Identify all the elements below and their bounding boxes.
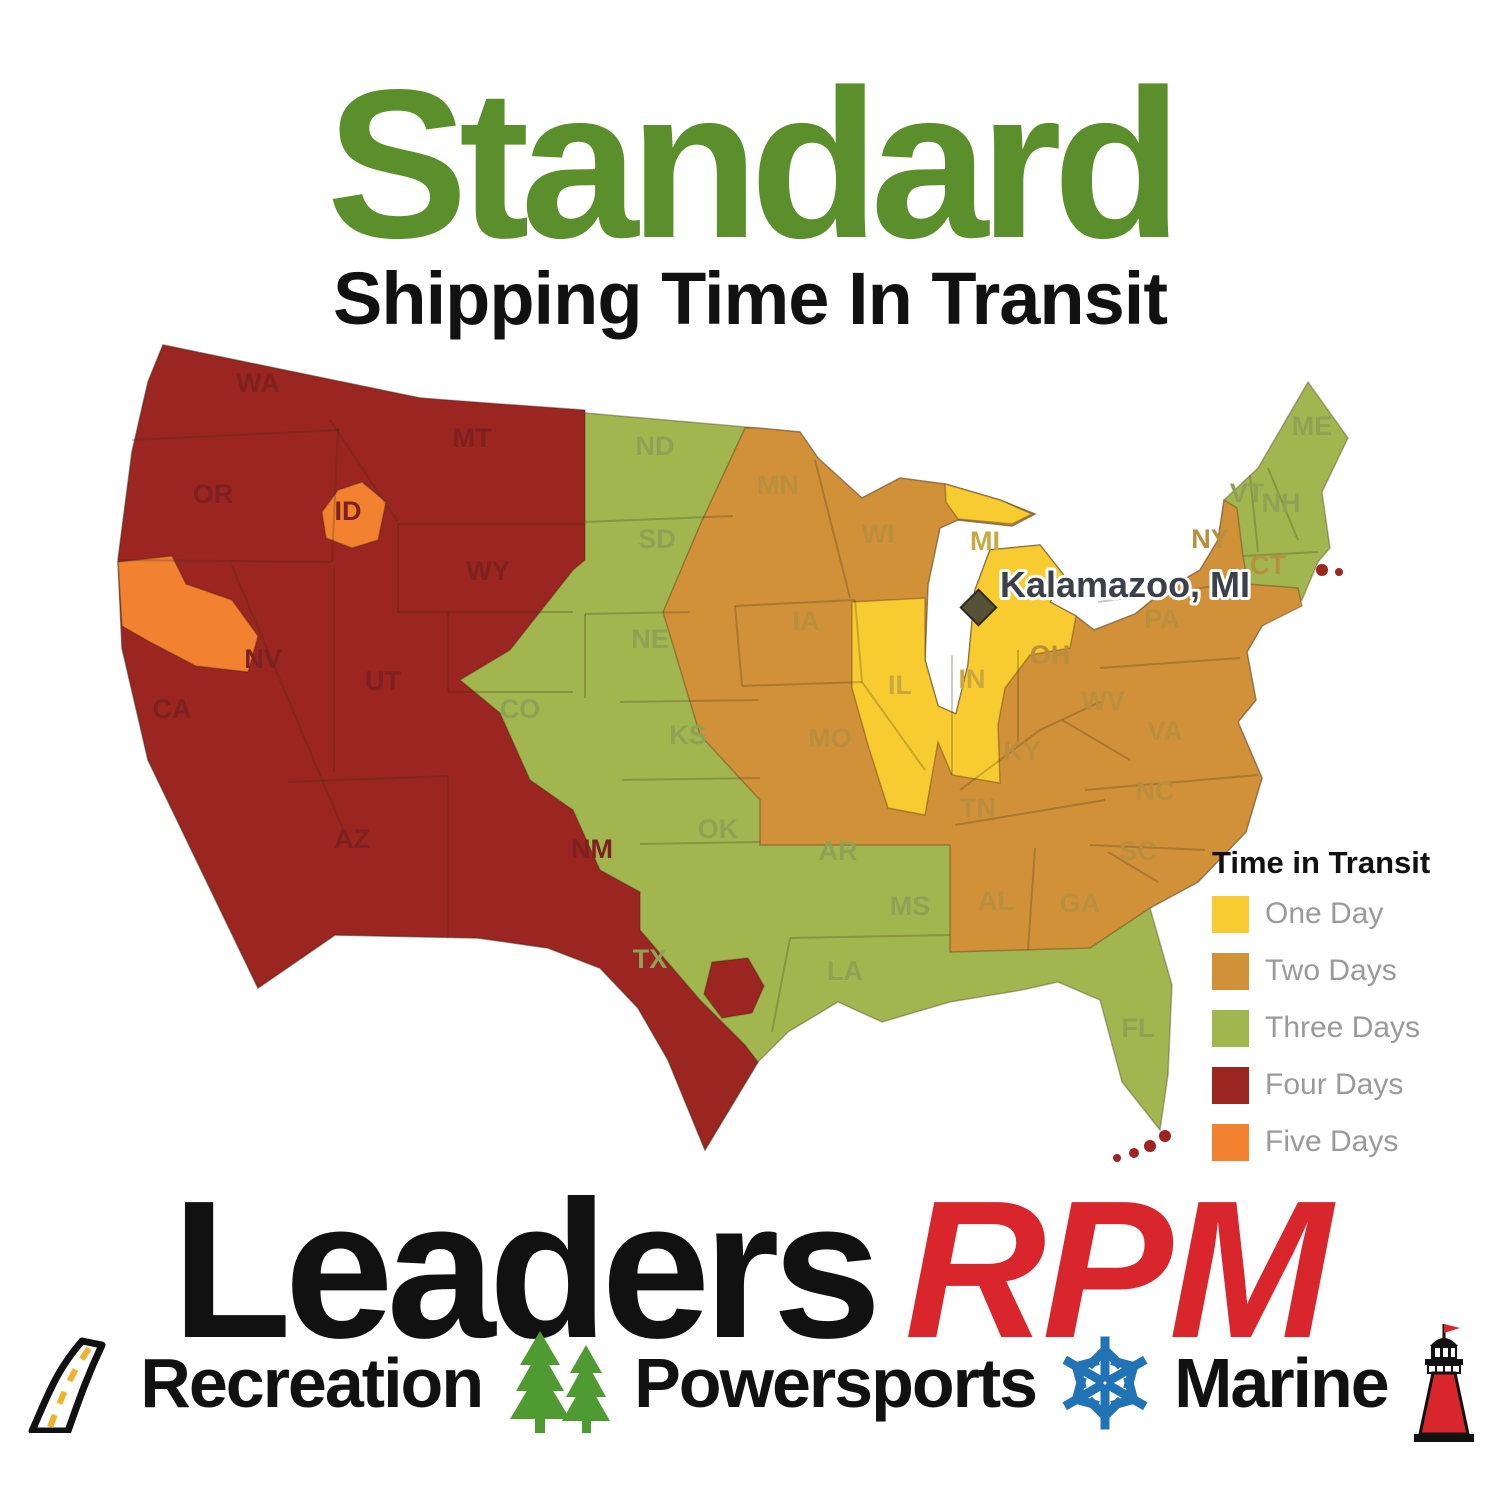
state-label-ID: ID <box>335 496 362 526</box>
legend-label: Five Days <box>1265 1125 1399 1158</box>
state-labels: WA MT OR ID WY NV UT CA AZ NM TX ND SD NE KS OK AR LA MS CO… <box>153 368 1333 1043</box>
state-label-ME: ME <box>1292 411 1333 441</box>
state-label-WI: WI <box>862 519 895 549</box>
zone-one-day <box>851 544 1077 816</box>
snowflake-icon <box>1062 1336 1148 1430</box>
state-label-WV: WV <box>1081 686 1125 716</box>
brand-tagline: Recreation Powersports Marine <box>0 1322 1500 1444</box>
state-label-AR: AR <box>819 836 858 866</box>
page-title: Standard <box>326 45 1183 282</box>
legend-item: One Day <box>1212 895 1482 933</box>
legend-item: Three Days <box>1212 1009 1482 1047</box>
state-label-TN: TN <box>960 793 996 823</box>
brand-name-secondary: RPM <box>904 1160 1333 1379</box>
state-label-NM: NM <box>571 834 613 864</box>
brand-name-primary: Leaders <box>171 1160 882 1379</box>
zone-four-days-houston <box>703 957 765 1019</box>
state-label-FL: FL <box>1122 1013 1155 1043</box>
legend-swatch-one_day <box>1212 895 1249 933</box>
state-label-MN: MN <box>757 470 799 500</box>
legend-item: Five Days <box>1212 1123 1482 1161</box>
legend-label: One Day <box>1265 897 1384 930</box>
zone-one-day-up <box>944 482 1034 525</box>
state-label-IA: IA <box>793 606 820 636</box>
legend-swatch-four_days <box>1212 1066 1249 1104</box>
zone-four-days <box>117 344 759 1152</box>
state-label-PA: PA <box>1144 604 1180 634</box>
zone-four-days-islands <box>1316 564 1343 576</box>
state-label-SD: SD <box>638 524 676 554</box>
state-label-GA: GA <box>1060 888 1101 918</box>
state-label-MO: MO <box>808 723 852 753</box>
state-label-NE: NE <box>631 624 669 654</box>
legend-label: Three Days <box>1265 1011 1421 1044</box>
state-label-AZ: AZ <box>334 824 370 854</box>
legend-swatch-five_days <box>1212 1123 1249 1161</box>
state-label-OK: OK <box>698 814 739 844</box>
state-label-TX: TX <box>633 944 668 974</box>
origin-label: Kalamazoo, MI <box>1000 564 1250 605</box>
zone-five-days-idaho <box>321 481 387 549</box>
state-label-NH: NH <box>1262 488 1301 518</box>
lighthouse-icon <box>1413 1324 1474 1442</box>
state-label-IN: IN <box>959 664 986 694</box>
road-icon <box>28 1337 106 1433</box>
state-label-MT: MT <box>453 423 492 453</box>
tagline-powersports: Powersports <box>634 1344 1038 1422</box>
origin-diamond-icon <box>959 588 998 627</box>
legend-item: Two Days <box>1212 952 1482 990</box>
map-legend: Time in Transit One Day Two Days Three Day… <box>1212 845 1482 1180</box>
state-label-SC: SC <box>1119 836 1157 866</box>
legend-title: Time in Transit <box>1212 845 1431 880</box>
tagline-recreation: Recreation <box>140 1344 484 1422</box>
state-label-ND: ND <box>636 431 675 461</box>
state-label-IL: IL <box>888 670 912 700</box>
legend-items: One Day Two Days Three Days Four Days Five D… <box>1212 895 1482 1161</box>
state-label-CA: CA <box>153 694 192 724</box>
state-label-VA: VA <box>1147 716 1183 746</box>
legend-label: Four Days <box>1265 1068 1404 1101</box>
state-label-OH: OH <box>1030 640 1071 670</box>
state-label-MI: MI <box>970 526 1000 556</box>
brand-logo: Leaders RPM <box>0 1172 1500 1368</box>
state-label-VT: VT <box>1230 478 1265 508</box>
state-label-KY: KY <box>1003 736 1041 766</box>
state-label-NV: NV <box>244 644 282 674</box>
state-label-WY: WY <box>466 556 510 586</box>
state-label-LA: LA <box>827 956 863 986</box>
zone-five-days-oregon <box>117 555 259 673</box>
state-label-KS: KS <box>669 720 707 750</box>
state-label-UT: UT <box>365 666 401 696</box>
zone-four-days-keys <box>1113 1130 1171 1162</box>
state-label-AL: AL <box>978 886 1014 916</box>
page-subtitle: Shipping Time In Transit <box>333 257 1168 340</box>
state-label-MS: MS <box>890 891 931 921</box>
state-label-CO: CO <box>500 694 541 724</box>
state-label-NY: NY <box>1191 524 1229 554</box>
legend-item: Four Days <box>1212 1066 1482 1104</box>
pine-trees-icon <box>510 1331 611 1433</box>
state-label-NC: NC <box>1136 776 1175 806</box>
state-label-WA: WA <box>236 368 280 398</box>
tagline-marine: Marine <box>1174 1344 1390 1422</box>
origin-marker-group: Kalamazoo, MI <box>959 561 1253 627</box>
state-label-OR: OR <box>193 479 234 509</box>
legend-swatch-two_days <box>1212 952 1249 990</box>
state-borders <box>117 419 1319 1033</box>
state-label-CT: CT <box>1250 550 1286 580</box>
legend-label: Two Days <box>1265 954 1397 987</box>
legend-swatch-three_days <box>1212 1009 1249 1047</box>
